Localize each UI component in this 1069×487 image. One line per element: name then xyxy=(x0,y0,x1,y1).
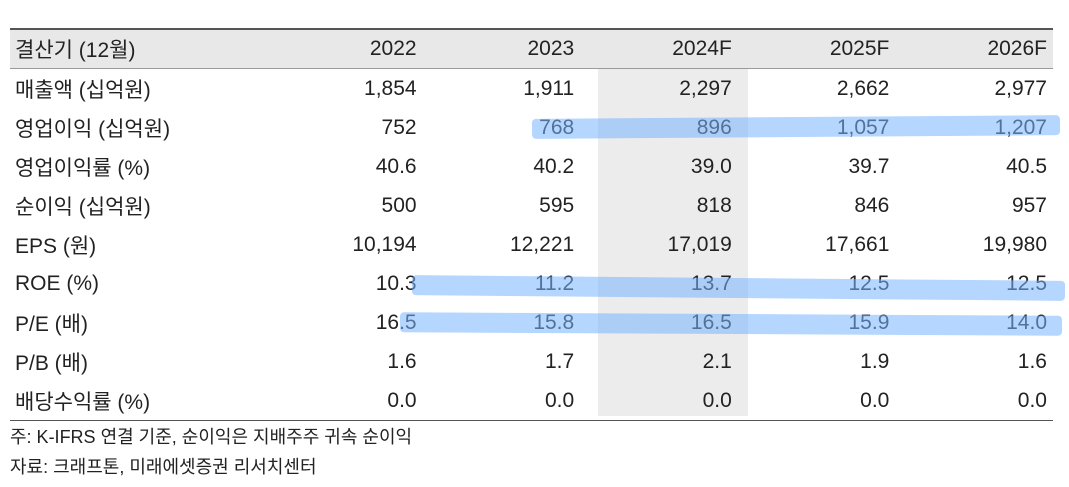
table-row-net-income: 순이익 (십억원) 500 595 818 846 957 xyxy=(10,186,1053,225)
table-row-eps: EPS (원) 10,194 12,221 17,019 17,661 19,9… xyxy=(10,225,1053,264)
cell-value: 1.9 xyxy=(860,349,890,373)
cell-value: 0.0 xyxy=(860,388,890,412)
cell-value: 16.5 xyxy=(375,310,417,334)
financial-summary-table: 결산기 (12월) 2022 2023 2024F 2025F 2026F 매출… xyxy=(10,30,1053,420)
header-fiscal-period: 결산기 (12월) xyxy=(10,30,265,69)
cell-value: 2,977 xyxy=(994,76,1047,100)
cell-value: 1.6 xyxy=(387,349,417,373)
header-2023: 2023 xyxy=(422,30,581,69)
cell-value: 2,662 xyxy=(836,76,890,100)
cell-value: 2,297 xyxy=(679,76,732,100)
cell-value: 0.0 xyxy=(387,388,417,412)
cell-value: 17,661 xyxy=(825,232,890,256)
table-footnotes: 주: K-IFRS 연결 기준, 순이익은 지배주주 귀속 순이익 자료: 크래… xyxy=(10,422,412,482)
cell-value: 500 xyxy=(381,193,417,217)
table-row-revenue: 매출액 (십억원) 1,854 1,911 2,297 2,662 2,977 xyxy=(10,69,1053,109)
financial-summary-table-container: 결산기 (12월) 2022 2023 2024F 2025F 2026F 매출… xyxy=(10,28,1053,421)
table-header-row: 결산기 (12월) 2022 2023 2024F 2025F 2026F xyxy=(10,30,1053,69)
cell-value: 10,194 xyxy=(352,232,417,256)
cell-value: 39.0 xyxy=(690,154,732,178)
cell-value: 40.6 xyxy=(375,154,417,178)
cell-value: 752 xyxy=(381,115,417,139)
cell-value: 40.5 xyxy=(1006,154,1047,178)
row-label: 영업이익률 (%) xyxy=(15,156,151,180)
cell-value: 19,980 xyxy=(982,232,1047,256)
table-row-dividend-yield: 배당수익률 (%) 0.0 0.0 0.0 0.0 0.0 xyxy=(10,381,1053,420)
row-label: 매출액 (십억원) xyxy=(15,78,151,102)
cell-value: 0.0 xyxy=(544,388,575,412)
row-label: 영업이익 (십억원) xyxy=(15,117,171,141)
cell-value: 1.7 xyxy=(544,349,575,373)
table-row-pb: P/B (배) 1.6 1.7 2.1 1.9 1.6 xyxy=(10,342,1053,381)
cell-value: 39.7 xyxy=(848,154,890,178)
row-label: P/B (배) xyxy=(15,351,88,375)
row-label: ROE (%) xyxy=(15,271,99,295)
table-row-operating-margin: 영업이익률 (%) 40.6 40.2 39.0 39.7 40.5 xyxy=(10,147,1053,186)
row-label: 배당수익률 (%) xyxy=(15,390,151,414)
cell-value: 1.6 xyxy=(1017,349,1047,373)
cell-value: 12,221 xyxy=(509,232,575,256)
footnote-basis: 주: K-IFRS 연결 기준, 순이익은 지배주주 귀속 순이익 xyxy=(10,427,413,447)
highlighter-mark-operating-profit xyxy=(531,115,1061,139)
cell-value: 40.2 xyxy=(533,154,575,178)
header-2025f: 2025F xyxy=(737,30,896,69)
row-label: P/E (배) xyxy=(15,312,88,336)
cell-value: 0.0 xyxy=(1017,388,1047,412)
highlighter-mark-pe xyxy=(399,312,1063,336)
cell-value: 17,019 xyxy=(667,232,732,256)
footnote-source: 자료: 크래프톤, 미래에셋증권 리서치센터 xyxy=(10,457,317,477)
forecast-column-highlight xyxy=(598,29,748,416)
cell-value: 1,911 xyxy=(523,76,575,100)
cell-value: 0.0 xyxy=(702,388,732,412)
header-2026f: 2026F xyxy=(895,30,1053,69)
cell-value: 2.1 xyxy=(702,349,732,373)
table-top-rule xyxy=(10,28,1053,30)
row-label: 순이익 (십억원) xyxy=(15,195,151,219)
cell-value: 1,854 xyxy=(364,76,417,100)
cell-value: 595 xyxy=(539,193,575,217)
cell-value: 846 xyxy=(854,193,890,217)
header-2022: 2022 xyxy=(265,30,423,69)
table-bottom-rule xyxy=(10,420,1053,421)
cell-value: 818 xyxy=(696,193,732,217)
header-2024f: 2024F xyxy=(580,30,738,69)
row-label: EPS (원) xyxy=(15,234,97,258)
cell-value: 957 xyxy=(1011,193,1047,217)
cell-value: 10.3 xyxy=(375,271,417,295)
